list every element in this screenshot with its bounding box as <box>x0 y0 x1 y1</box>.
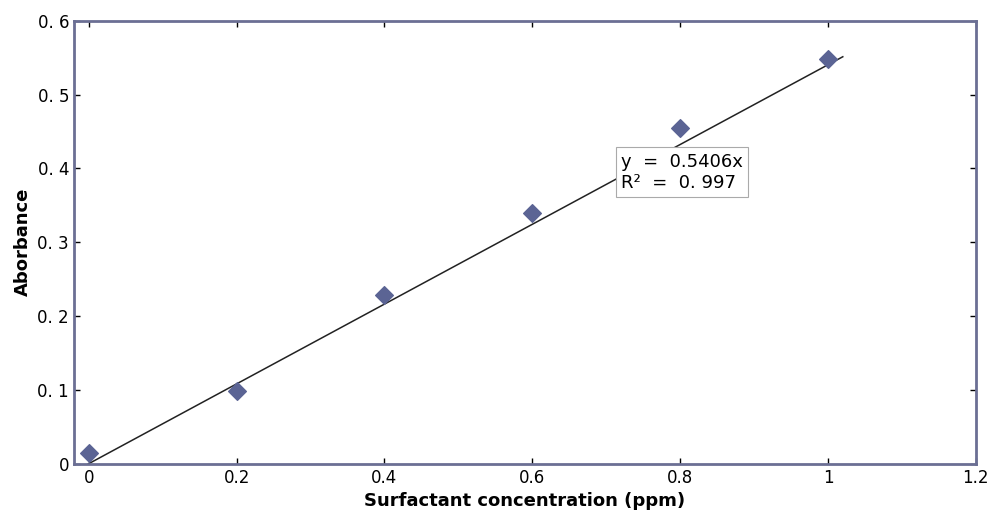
Point <box>228 386 244 395</box>
X-axis label: Surfactant concentration (ppm): Surfactant concentration (ppm) <box>364 492 684 510</box>
Point <box>671 124 687 132</box>
Y-axis label: Aborbance: Aborbance <box>14 188 32 297</box>
Point <box>820 54 836 63</box>
Point <box>524 209 540 217</box>
Point <box>80 449 96 457</box>
Text: y  =  0.5406x
R²  =  0. 997: y = 0.5406x R² = 0. 997 <box>620 153 742 192</box>
Point <box>376 291 392 300</box>
